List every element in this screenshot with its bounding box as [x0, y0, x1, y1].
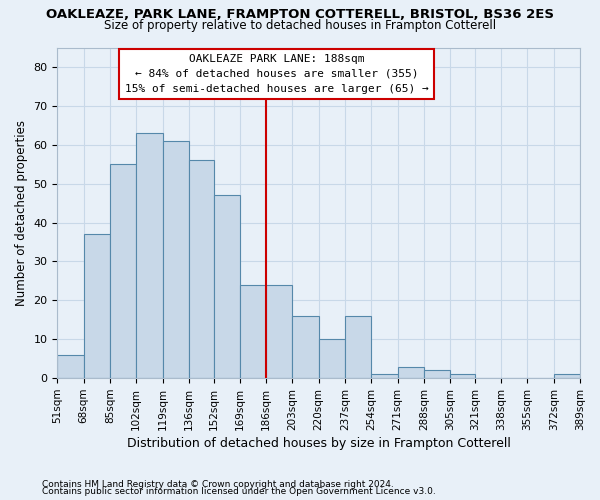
Bar — [398, 366, 424, 378]
Bar — [58, 355, 83, 378]
Bar — [292, 316, 319, 378]
Text: OAKLEAZE, PARK LANE, FRAMPTON COTTERELL, BRISTOL, BS36 2ES: OAKLEAZE, PARK LANE, FRAMPTON COTTERELL,… — [46, 8, 554, 20]
Text: Size of property relative to detached houses in Frampton Cotterell: Size of property relative to detached ho… — [104, 18, 496, 32]
X-axis label: Distribution of detached houses by size in Frampton Cotterell: Distribution of detached houses by size … — [127, 437, 511, 450]
Text: Contains public sector information licensed under the Open Government Licence v3: Contains public sector information licen… — [42, 487, 436, 496]
Text: Contains HM Land Registry data © Crown copyright and database right 2024.: Contains HM Land Registry data © Crown c… — [42, 480, 394, 489]
Bar — [319, 340, 345, 378]
Bar — [136, 133, 163, 378]
Bar — [83, 234, 110, 378]
Bar — [554, 374, 580, 378]
Bar — [450, 374, 475, 378]
Bar — [240, 285, 266, 378]
Bar — [110, 164, 136, 378]
Y-axis label: Number of detached properties: Number of detached properties — [15, 120, 28, 306]
Bar — [266, 285, 292, 378]
Bar — [163, 141, 189, 378]
Text: OAKLEAZE PARK LANE: 188sqm
← 84% of detached houses are smaller (355)
15% of sem: OAKLEAZE PARK LANE: 188sqm ← 84% of deta… — [125, 54, 429, 94]
Bar — [424, 370, 450, 378]
Bar — [371, 374, 398, 378]
Bar — [345, 316, 371, 378]
Bar — [214, 196, 240, 378]
Bar — [189, 160, 214, 378]
